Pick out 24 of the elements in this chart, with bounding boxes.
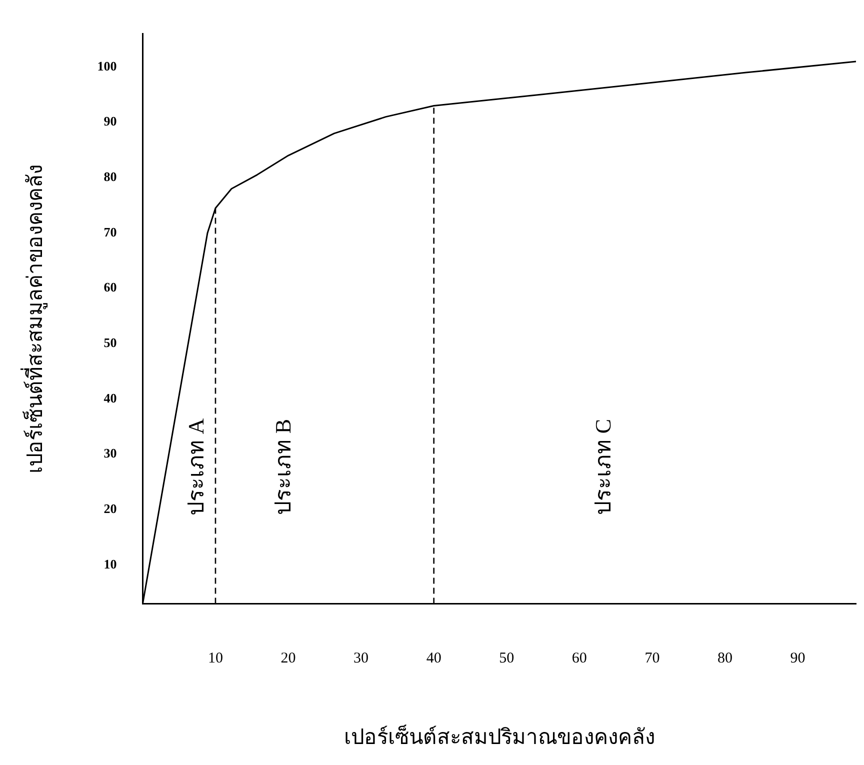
x-axis-title: เปอร์เซ็นต์สะสมปริมาณของคงคลัง xyxy=(344,722,655,749)
x-tick-label: 80 xyxy=(717,650,732,667)
x-tick-label: 30 xyxy=(354,650,369,667)
x-tick-label: 20 xyxy=(280,650,296,667)
y-tick-label: 80 xyxy=(104,169,117,184)
y-tick-label: 60 xyxy=(104,280,117,295)
y-tick-label: 20 xyxy=(104,501,117,516)
x-tick-label: 90 xyxy=(790,650,806,667)
y-axis-title: เปอร์เซ็นต์ที่สะสมมูลค่าของคงคลัง xyxy=(20,164,48,474)
y-tick-label: 10 xyxy=(104,556,117,572)
x-tick-label: 10 xyxy=(208,650,223,667)
y-tick-label: 100 xyxy=(97,58,117,74)
annotation: ประเภท A xyxy=(183,418,208,516)
x-tick-label: 70 xyxy=(644,650,660,667)
annotation: ประเภท C xyxy=(590,418,616,516)
x-tick-label: 40 xyxy=(426,650,442,667)
y-tick-label: 70 xyxy=(104,224,117,240)
y-tick-label: 50 xyxy=(104,335,117,350)
annotation: ประเภท B xyxy=(270,418,296,516)
y-tick-label: 40 xyxy=(104,390,117,406)
x-tick-label: 50 xyxy=(499,650,514,667)
y-tick-label: 90 xyxy=(104,114,117,129)
y-tick-label: 30 xyxy=(104,446,117,461)
x-tick-label: 60 xyxy=(572,650,587,667)
